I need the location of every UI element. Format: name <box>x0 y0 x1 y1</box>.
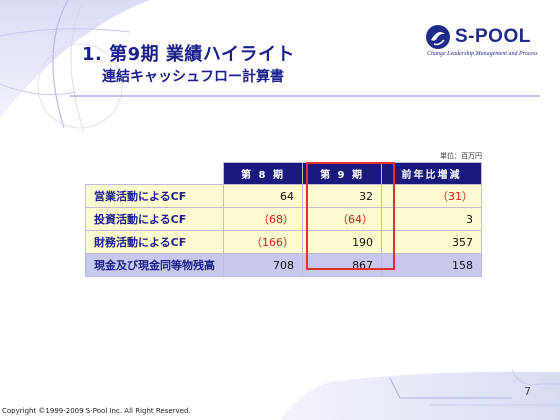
table-row-operating-cf: 営業活動によるCF 64 32 （31） <box>85 184 482 208</box>
cell-value: 64 <box>222 184 304 208</box>
cell-value: 190 <box>302 230 383 254</box>
slide-subtitle: 連結キャッシュフロー計算書 <box>102 69 284 85</box>
header-yoy-change: 前年比増減 <box>381 162 482 185</box>
cell-value: （64） <box>302 207 383 231</box>
cell-value: 708 <box>222 253 304 277</box>
table-row-investing-cf: 投資活動によるCF （68） （64） 3 <box>85 207 482 231</box>
spool-logo-icon <box>426 25 450 49</box>
header-period-8: 第 8 期 <box>222 162 304 185</box>
cell-value: （68） <box>222 207 304 231</box>
logo-tagline: Change Leadership,Management and Process <box>427 51 538 57</box>
table-row-cash-balance: 現金及び現金同等物残高 708 867 158 <box>85 253 482 277</box>
header-empty <box>85 162 224 185</box>
unit-label: 単位：百万円 <box>440 152 482 160</box>
cell-value: 3 <box>381 207 482 231</box>
copyright-notice: Copyright ©1999-2009 S-Pool Inc. All Rig… <box>2 407 191 415</box>
cell-value: （31） <box>381 184 482 208</box>
logo-wordmark: S-POOL <box>455 26 531 47</box>
row-label: 営業活動によるCF <box>85 184 224 208</box>
row-label: 投資活動によるCF <box>85 207 224 231</box>
table-row-financing-cf: 財務活動によるCF （166） 190 357 <box>85 230 482 254</box>
row-label: 財務活動によるCF <box>85 230 224 254</box>
page-number: 7 <box>524 385 531 398</box>
slide-title: 1. 第9期 業績ハイライト <box>82 44 296 65</box>
cell-value: （166） <box>222 230 304 254</box>
table-header-row: 第 8 期 第 9 期 前年比増減 <box>85 162 482 185</box>
company-logo: S-POOL Change Leadership,Management and … <box>425 24 543 57</box>
row-label: 現金及び現金同等物残高 <box>85 253 224 277</box>
cell-value: 867 <box>302 253 383 277</box>
cell-value: 32 <box>302 184 383 208</box>
header-period-9: 第 9 期 <box>302 162 383 185</box>
cell-value: 357 <box>381 230 482 254</box>
cell-value: 158 <box>381 253 482 277</box>
cashflow-table: 第 8 期 第 9 期 前年比増減 営業活動によるCF 64 32 （31） 投… <box>85 162 482 277</box>
